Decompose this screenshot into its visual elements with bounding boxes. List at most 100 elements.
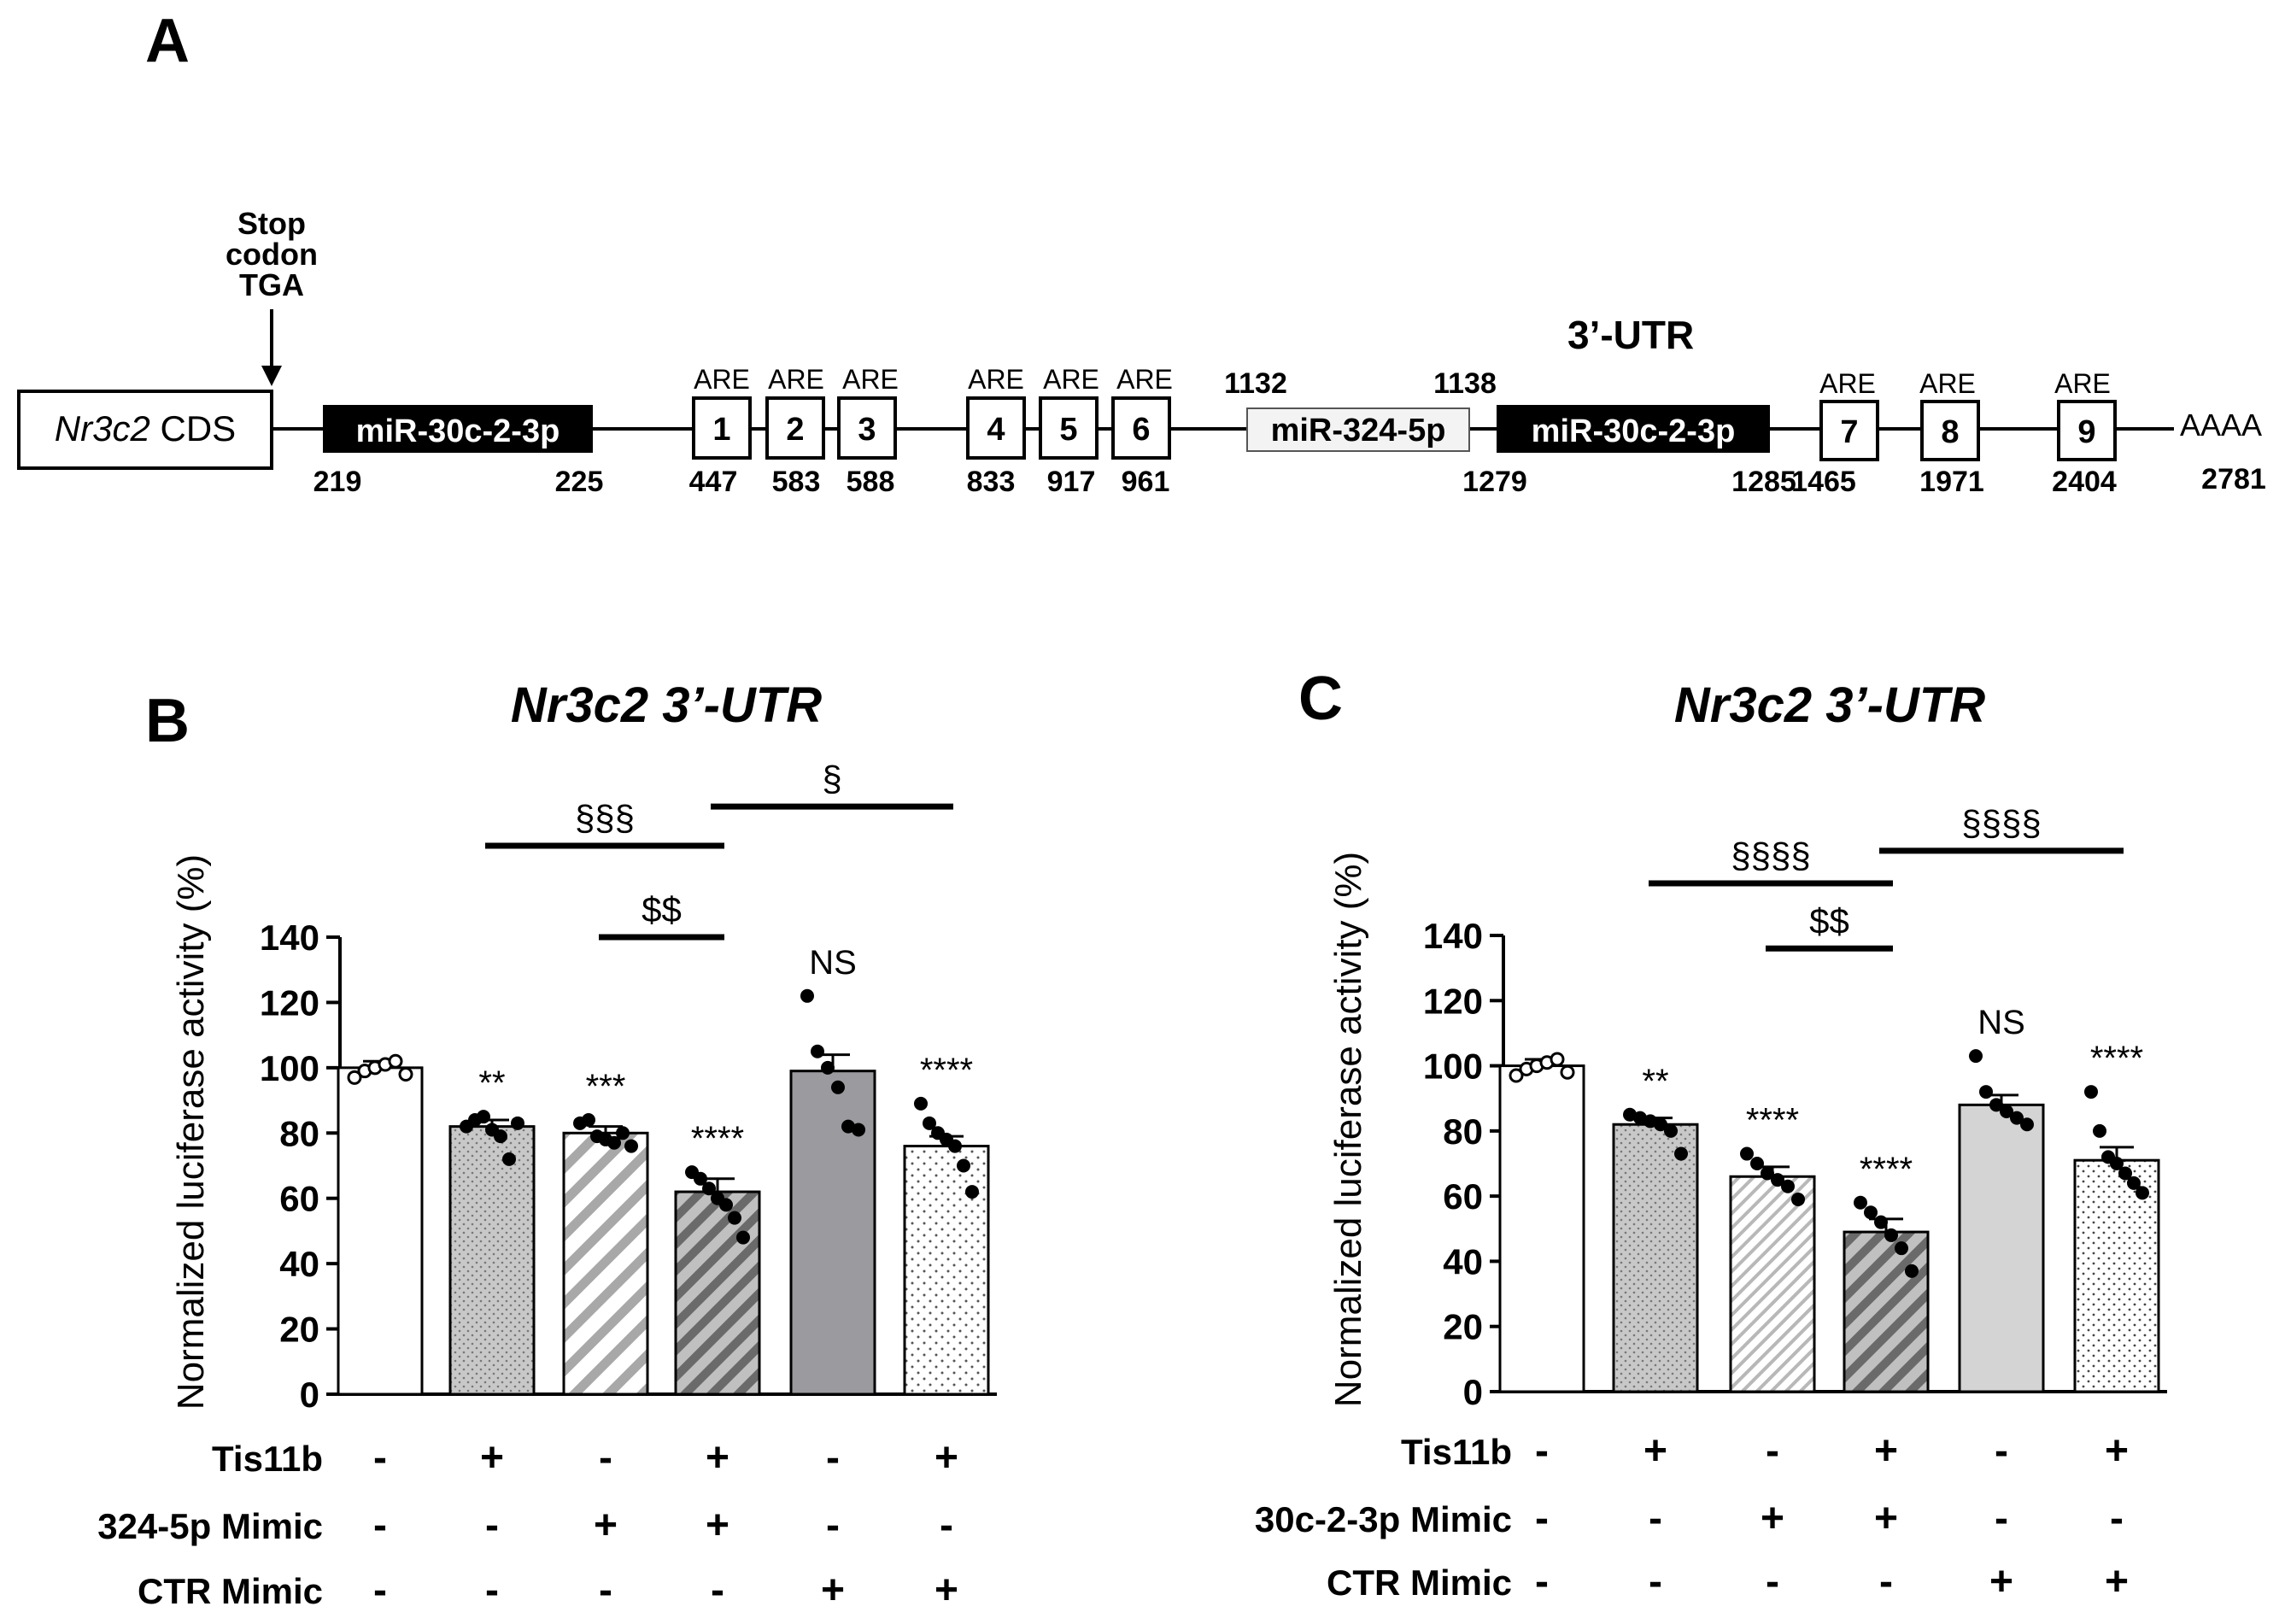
data-point bbox=[1509, 1068, 1524, 1083]
treatment-sign: + bbox=[706, 1503, 729, 1548]
are-number: 6 bbox=[1132, 412, 1150, 448]
significance-label: **** bbox=[691, 1120, 744, 1158]
comparison-label: $$ bbox=[1809, 900, 1849, 941]
bar bbox=[789, 1070, 876, 1396]
y-tick-label: 80 bbox=[1443, 1111, 1483, 1152]
treatment-sign: - bbox=[485, 1568, 499, 1613]
are-site-1: ARE 1 447 bbox=[689, 364, 752, 498]
are-number: 1 bbox=[712, 412, 730, 448]
are-box bbox=[692, 396, 752, 460]
bar bbox=[448, 1125, 536, 1396]
bar bbox=[1958, 1103, 2045, 1393]
are-label: ARE bbox=[1819, 368, 1876, 399]
significance-label: ** bbox=[1642, 1063, 1668, 1100]
data-point bbox=[1884, 1228, 1898, 1242]
bar bbox=[562, 1131, 649, 1396]
data-point bbox=[582, 1113, 595, 1127]
are-box bbox=[1920, 400, 1980, 461]
data-point bbox=[2136, 1186, 2149, 1200]
bar bbox=[337, 1066, 424, 1396]
are-position: 1971 bbox=[1919, 466, 1984, 498]
treatment-sign: - bbox=[373, 1503, 387, 1548]
poly-a-tail: AAAA bbox=[2180, 407, 2262, 443]
are-number: 5 bbox=[1059, 412, 1077, 448]
data-point bbox=[914, 1096, 928, 1111]
are-position: 583 bbox=[772, 466, 821, 498]
treatment-sign: + bbox=[935, 1568, 958, 1613]
bar bbox=[1729, 1175, 1816, 1393]
stop-codon-line-3: TGA bbox=[239, 267, 304, 302]
data-point bbox=[1864, 1205, 1878, 1220]
significance-label: **** bbox=[2090, 1040, 2143, 1077]
are-site-5: ARE 5 917 bbox=[1039, 364, 1099, 498]
treatment-sign: - bbox=[599, 1435, 612, 1480]
treatment-sign: - bbox=[373, 1435, 387, 1480]
treatment-sign: - bbox=[1879, 1559, 1893, 1604]
significance-label: **** bbox=[1860, 1151, 1913, 1188]
y-axis-label: Normalized luciferase activity (%) bbox=[170, 854, 212, 1410]
are-number: 9 bbox=[2077, 414, 2095, 450]
data-point bbox=[1550, 1052, 1565, 1067]
data-point bbox=[2000, 1104, 2013, 1118]
are-box bbox=[837, 396, 897, 460]
treatment-sign: + bbox=[821, 1568, 845, 1613]
are-number: 8 bbox=[1941, 414, 1959, 450]
data-point bbox=[2093, 1123, 2106, 1138]
data-point bbox=[1771, 1173, 1784, 1187]
treatment-sign: + bbox=[1874, 1496, 1898, 1541]
data-point bbox=[957, 1158, 970, 1173]
data-point bbox=[1761, 1166, 1774, 1181]
treatment-table: Tis11b - + - + - +30c-2-3p Mimic - - + + - -CTR Mimi… bbox=[1255, 1428, 2129, 1604]
treatment-sign: - bbox=[826, 1503, 840, 1548]
data-point bbox=[1781, 1179, 1795, 1193]
are-number: 4 bbox=[987, 412, 1005, 448]
y-tick-label: 20 bbox=[1443, 1307, 1483, 1347]
data-point bbox=[821, 1060, 835, 1075]
y-tick-label: 80 bbox=[279, 1113, 319, 1153]
are-box bbox=[1819, 400, 1879, 461]
data-point bbox=[736, 1230, 750, 1245]
bar bbox=[674, 1190, 761, 1396]
comparison-label: §§§ bbox=[575, 798, 635, 838]
are-label: ARE bbox=[968, 364, 1024, 395]
treatment-sign: - bbox=[1535, 1428, 1549, 1474]
significance-label: ** bbox=[478, 1064, 505, 1102]
utr-label: 3’-UTR bbox=[1567, 313, 1694, 357]
y-tick-label: 60 bbox=[1443, 1176, 1483, 1217]
data-point bbox=[841, 1119, 855, 1134]
panel-a: A 3’-UTR Nr3c2 CDS Stop codon TGA miR-30… bbox=[17, 7, 2266, 498]
treatment-sign: + bbox=[1643, 1428, 1667, 1474]
data-point bbox=[1560, 1064, 1575, 1080]
are-label: ARE bbox=[1043, 364, 1099, 395]
data-point bbox=[1664, 1123, 1678, 1138]
data-point bbox=[1643, 1114, 1657, 1129]
treatment-sign: + bbox=[594, 1503, 618, 1548]
significance-labels: ** *******NS**** bbox=[478, 944, 973, 1158]
y-tick-label: 40 bbox=[279, 1244, 319, 1284]
y-tick-label: 100 bbox=[1423, 1047, 1483, 1087]
significance-label: *** bbox=[586, 1068, 626, 1105]
treatment-row-label: CTR Mimic bbox=[1327, 1562, 1512, 1603]
are-label: ARE bbox=[694, 364, 750, 395]
are-box bbox=[2057, 400, 2117, 461]
are-position: 1465 bbox=[1791, 466, 1856, 498]
data-point bbox=[965, 1185, 979, 1199]
stop-codon-annotation: Stop codon TGA bbox=[226, 206, 318, 386]
data-point bbox=[2010, 1111, 2024, 1125]
data-point bbox=[2084, 1085, 2098, 1099]
mirna-start: 1132 bbox=[1224, 367, 1287, 400]
treatment-sign: + bbox=[1989, 1559, 2013, 1604]
panel-label-c: C bbox=[1298, 665, 1343, 733]
data-point bbox=[388, 1053, 403, 1069]
treatment-sign: + bbox=[1874, 1428, 1898, 1474]
treatment-sign: - bbox=[1535, 1559, 1549, 1604]
data-point bbox=[811, 1044, 824, 1058]
data-point bbox=[1623, 1107, 1637, 1122]
data-point bbox=[1791, 1192, 1805, 1206]
cds-box bbox=[17, 390, 273, 470]
treatment-sign: - bbox=[826, 1435, 840, 1480]
comparison-brackets: §§§§$$ bbox=[485, 759, 953, 941]
treatment-sign: - bbox=[1766, 1559, 1779, 1604]
data-point bbox=[1654, 1117, 1667, 1132]
treatment-sign: + bbox=[480, 1435, 504, 1480]
